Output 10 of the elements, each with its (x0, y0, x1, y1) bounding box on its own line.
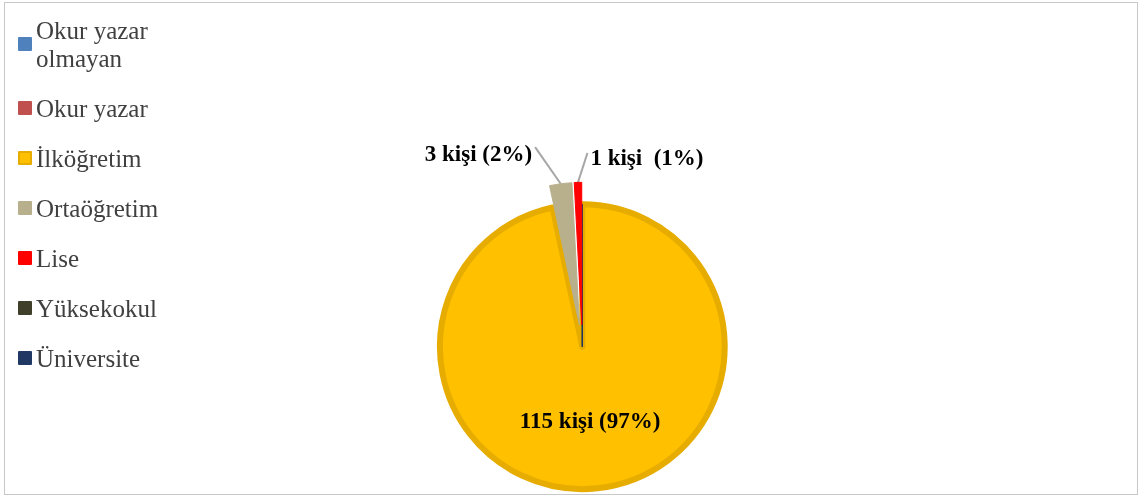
data-label: 1 kişi (1%) (590, 144, 704, 170)
legend-label: Yüksekokul (36, 294, 157, 322)
legend-label: Okur yazar olmayan (36, 16, 154, 72)
legend-label: Okur yazar (36, 94, 149, 122)
data-label: 115 kişi (97%) (519, 407, 661, 433)
data-label: 3 kişi (2%) (424, 140, 533, 166)
legend-label: Üniversite (36, 344, 141, 372)
legend-label: İlköğretim (36, 144, 143, 172)
legend-label: Lise (36, 244, 80, 272)
legend-label: Ortaöğretim (36, 194, 159, 222)
